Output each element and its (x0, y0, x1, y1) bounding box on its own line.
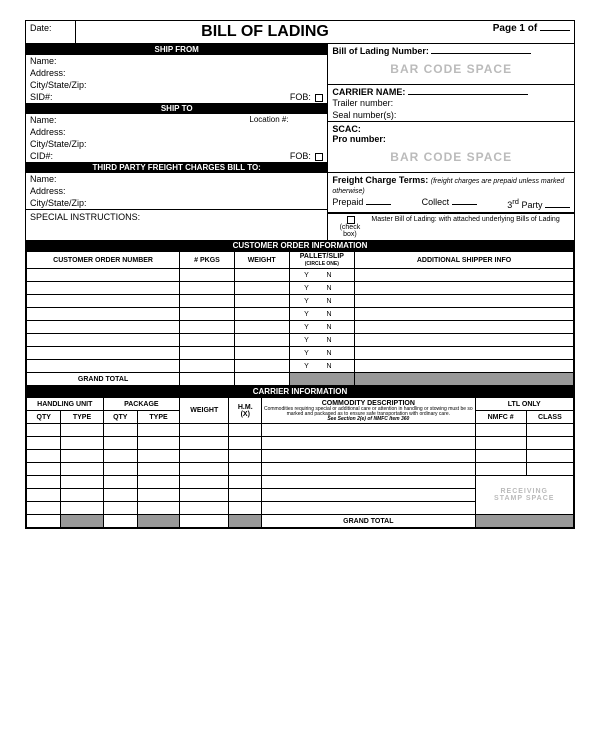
fob-checkbox-2[interactable] (315, 153, 323, 161)
barcode-space-2: BAR CODE SPACE (332, 144, 570, 170)
carrier-table: HANDLING UNIT PACKAGE WEIGHT H.M.(X) COM… (26, 397, 574, 528)
tp-csz: City/State/Zip: (26, 197, 327, 209)
col-hm: H.M.(X) (229, 398, 262, 424)
table-row (27, 450, 574, 463)
pro-number-label: Pro number: (332, 134, 570, 144)
table-row: RECEIVINGSTAMP SPACE (27, 476, 574, 489)
customer-order-header: CUSTOMER ORDER INFORMATION (26, 240, 574, 251)
left-column: SHIP FROM Name: Address: City/State/Zip:… (26, 44, 327, 240)
col-pallet: PALLET/SLIP(CIRCLE ONE) (289, 252, 355, 269)
table-row (27, 424, 574, 437)
tp-name: Name: (26, 173, 327, 185)
col-weight: WEIGHT (180, 398, 229, 424)
table-row (27, 463, 574, 476)
ship-to-fob: FOB: (290, 151, 311, 161)
tp-address: Address: (26, 185, 327, 197)
bol-number-label: Bill of Lading Number: (332, 46, 429, 56)
page-number: Page 1 of (454, 21, 574, 43)
col-order: CUSTOMER ORDER NUMBER (27, 252, 180, 269)
table-row: Y N (27, 269, 574, 282)
freight-terms-label: Freight Charge Terms: (332, 175, 428, 185)
col-package: PACKAGE (103, 398, 180, 411)
col-shipper: ADDITIONAL SHIPPER INFO (355, 252, 574, 269)
table-row: Y N (27, 347, 574, 360)
ship-to-header: SHIP TO (26, 103, 327, 114)
ship-to-location: Location #: (247, 114, 327, 126)
table-row: Y N (27, 308, 574, 321)
carrier-info-header: CARRIER INFORMATION (26, 386, 574, 397)
trailer-number: Trailer number: (332, 97, 570, 109)
col-ltl: LTL ONLY (475, 398, 574, 411)
page-label: Page 1 of (493, 23, 537, 34)
collect-label: Collect (422, 197, 450, 207)
col-type2: TYPE (137, 411, 179, 424)
col-type: TYPE (61, 411, 103, 424)
header-row: Date: BILL OF LADING Page 1 of (26, 21, 574, 44)
col-handling: HANDLING UNIT (27, 398, 104, 411)
table-row: Y N (27, 282, 574, 295)
third-party-label: 3rd Party (507, 200, 542, 210)
table-row: Y N (27, 334, 574, 347)
col-class: CLASS (526, 411, 573, 424)
col-qty: QTY (27, 411, 61, 424)
ship-to-csz: City/State/Zip: (26, 138, 327, 150)
ship-to-cid: CID#: (30, 151, 53, 161)
master-bol-text: Master Bill of Lading: with attached und… (367, 216, 570, 238)
form-title: BILL OF LADING (76, 21, 454, 43)
customer-order-table: CUSTOMER ORDER NUMBER # PKGS WEIGHT PALL… (26, 251, 574, 386)
receiving-stamp: RECEIVINGSTAMP SPACE (475, 476, 574, 515)
right-column: Bill of Lading Number: BAR CODE SPACE CA… (327, 44, 574, 240)
col-weight: WEIGHT (234, 252, 289, 269)
table-row: Y N (27, 321, 574, 334)
grand-total-row: GRAND TOTAL (27, 515, 574, 528)
col-qty2: QTY (103, 411, 137, 424)
special-instructions: SPECIAL INSTRUCTIONS: (26, 209, 327, 239)
ship-from-name: Name: (26, 55, 327, 67)
date-label: Date: (26, 21, 76, 43)
ship-to-address: Address: (26, 126, 327, 138)
carrier-name-label: CARRIER NAME: (332, 87, 405, 97)
checkbox-label: (check box) (332, 224, 367, 238)
bill-of-lading-form: Date: BILL OF LADING Page 1 of SHIP FROM… (25, 20, 575, 529)
seal-numbers: Seal number(s): (332, 109, 570, 121)
barcode-space-1: BAR CODE SPACE (332, 56, 570, 82)
ship-from-header: SHIP FROM (26, 44, 327, 55)
col-pkgs: # PKGS (180, 252, 235, 269)
ship-from-fob: FOB: (290, 92, 311, 102)
fob-checkbox[interactable] (315, 94, 323, 102)
col-nmfc: NMFC # (475, 411, 526, 424)
third-party-header: THIRD PARTY FREIGHT CHARGES BILL TO: (26, 162, 327, 173)
prepaid-label: Prepaid (332, 197, 363, 207)
master-checkbox[interactable] (347, 216, 355, 224)
ship-from-address: Address: (26, 67, 327, 79)
table-row (27, 437, 574, 450)
scac-label: SCAC: (332, 124, 570, 134)
grand-total-row: GRAND TOTAL (27, 373, 574, 386)
col-commodity: COMMODITY DESCRIPTION Commodities requir… (262, 398, 475, 424)
ship-from-csz: City/State/Zip: (26, 79, 327, 91)
table-row: Y N (27, 295, 574, 308)
ship-to-name: Name: (26, 114, 247, 126)
table-row: Y N (27, 360, 574, 373)
ship-from-sid: SID#: (30, 92, 53, 102)
